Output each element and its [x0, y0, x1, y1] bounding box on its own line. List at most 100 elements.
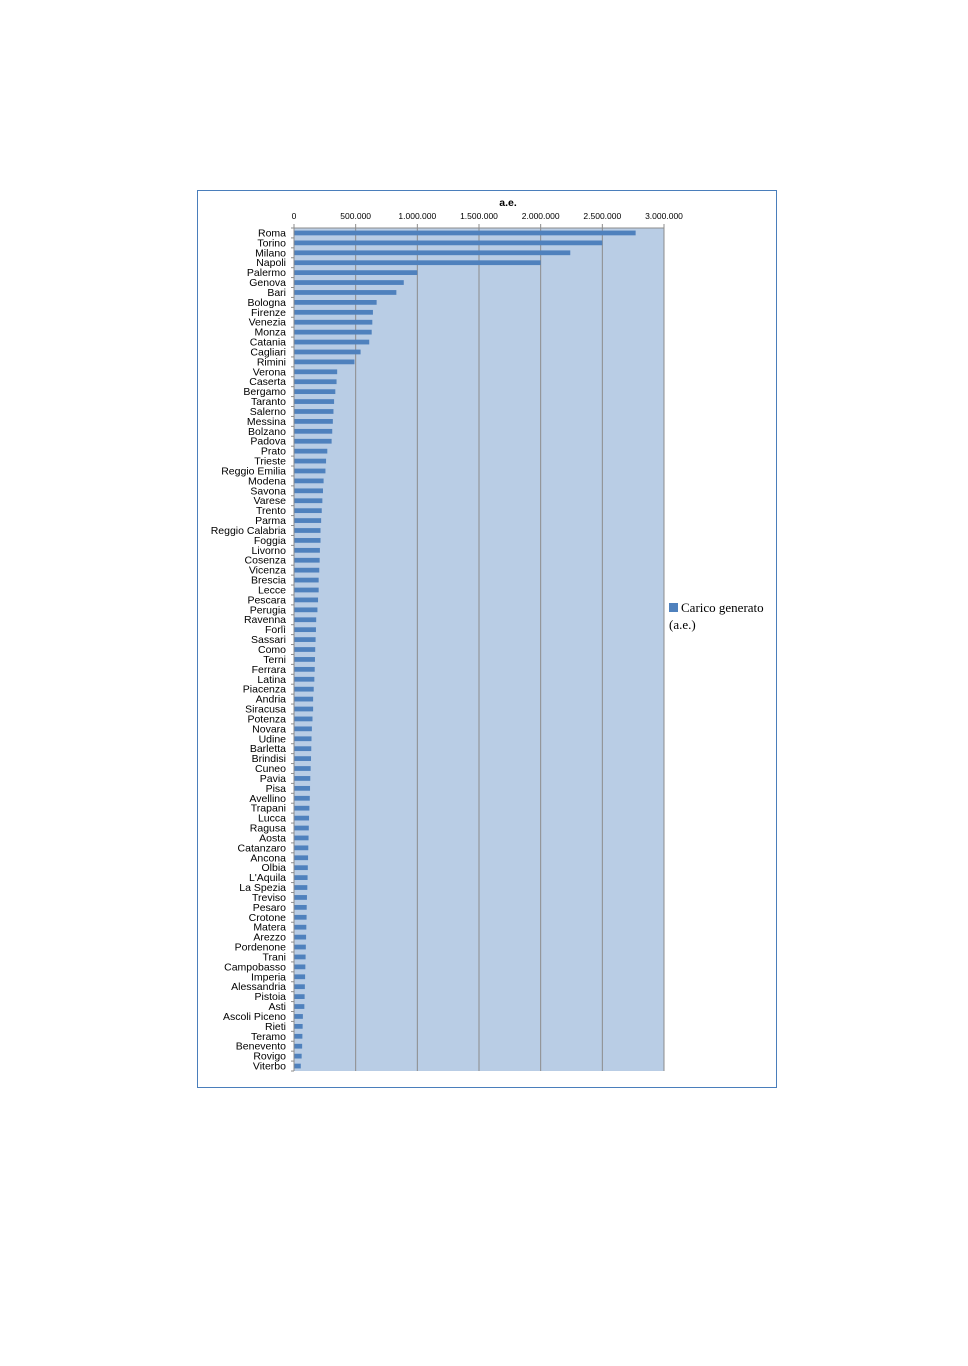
bar: [294, 875, 308, 880]
bar: [294, 994, 305, 999]
category-label: Pordenone: [235, 942, 287, 954]
bar: [294, 428, 333, 434]
category-label: Foggia: [254, 535, 286, 547]
category-label: Napoli: [256, 257, 286, 269]
category-label: Bolzano: [248, 426, 286, 438]
bar: [294, 419, 333, 424]
category-label: Treviso: [252, 892, 286, 904]
category-label: Messina: [247, 416, 286, 428]
bar: [294, 339, 370, 345]
bar: [294, 785, 311, 791]
category-label: Monza: [254, 327, 286, 339]
x-tick-label: 2.000.000: [522, 211, 560, 221]
category-label: Sassari: [251, 634, 286, 646]
category-label: Parma: [255, 515, 286, 527]
category-label: Roma: [258, 227, 286, 239]
bar: [294, 657, 315, 662]
bar: [294, 409, 334, 414]
bar: [294, 230, 636, 236]
category-label: Ancona: [250, 852, 286, 864]
bar: [294, 478, 324, 484]
category-label: Andria: [256, 694, 287, 706]
bar: [294, 726, 312, 732]
plot-area: 0 500.000 1.000.000 1.500.000 2.000.000 2.500…: [211, 211, 683, 1073]
category-label: Olbia: [261, 862, 286, 874]
category-label: Udine: [259, 733, 287, 745]
bar: [294, 1043, 303, 1049]
category-label: Cagliari: [250, 346, 286, 358]
bar: [294, 686, 314, 692]
bar: [294, 637, 316, 642]
bar: [294, 795, 310, 801]
bar: [294, 666, 315, 672]
chart-title: a.e.: [499, 197, 517, 209]
bar: [294, 627, 316, 633]
category-label: Padova: [250, 436, 286, 448]
x-tick-label: 500.000: [340, 211, 371, 221]
category-label: Avellino: [249, 793, 286, 805]
legend-swatch: [669, 603, 678, 612]
category-label: Livorno: [252, 545, 287, 557]
x-tick-label: 3.000.000: [645, 211, 683, 221]
category-label: Bari: [267, 287, 286, 299]
bar: [294, 805, 310, 811]
bar: [294, 260, 541, 266]
bar: [294, 984, 305, 990]
category-label: Como: [258, 644, 286, 656]
category-label: Varese: [254, 495, 287, 507]
category-label: Trani: [262, 951, 286, 963]
category-label: Pescara: [247, 594, 286, 606]
bar: [294, 458, 327, 464]
category-label: Perugia: [250, 604, 286, 616]
category-label: Modena: [248, 475, 286, 487]
legend-label: Carico generato (a.e.): [669, 600, 764, 632]
bar: [294, 1004, 305, 1009]
bar: [294, 696, 314, 702]
category-label: Verona: [253, 366, 286, 378]
category-label: Aosta: [259, 832, 286, 844]
category-label: Salerno: [250, 406, 286, 418]
category-label: Rovigo: [253, 1051, 286, 1063]
bar: [294, 379, 337, 385]
category-label: Trieste: [254, 456, 286, 468]
bar: [294, 528, 321, 533]
bar: [294, 270, 418, 276]
category-label: Palermo: [247, 267, 286, 279]
bar: [294, 587, 319, 593]
category-label: Siracusa: [245, 704, 286, 716]
category-label: Bologna: [247, 297, 286, 309]
category-label: Pisa: [266, 783, 287, 795]
bar: [294, 855, 309, 861]
bar: [294, 468, 326, 474]
legend: Carico generato (a.e.): [669, 599, 779, 633]
category-label: Bergamo: [243, 386, 286, 398]
bar: [294, 885, 308, 890]
category-label: Brindisi: [252, 753, 286, 765]
x-tick-label: 1.000.000: [398, 211, 436, 221]
bar: [294, 389, 336, 395]
category-label: Vicenza: [249, 565, 286, 577]
bar: [294, 1053, 302, 1059]
category-label: Terni: [263, 654, 286, 666]
category-label: Viterbo: [253, 1061, 286, 1073]
category-label: Arezzo: [253, 932, 286, 944]
category-label: Reggio Calabria: [211, 525, 286, 537]
bar: [294, 647, 316, 652]
category-label: Genova: [249, 277, 286, 289]
category-label: Potenza: [247, 713, 286, 725]
bar: [294, 488, 323, 494]
bar: [294, 240, 603, 246]
category-label: Forlì: [265, 624, 286, 636]
bar: [294, 607, 318, 613]
bar: [294, 766, 311, 771]
category-label: Caserta: [249, 376, 286, 388]
category-label: Alessandria: [231, 981, 286, 993]
category-label: Trapani: [251, 803, 286, 815]
x-tick-label: 2.500.000: [583, 211, 621, 221]
category-label: Ravenna: [244, 614, 286, 626]
bar: [294, 825, 309, 831]
category-label: Brescia: [251, 575, 286, 587]
category-label: Firenze: [251, 307, 286, 319]
bar: [294, 706, 314, 712]
x-tick-label: 1.500.000: [460, 211, 498, 221]
